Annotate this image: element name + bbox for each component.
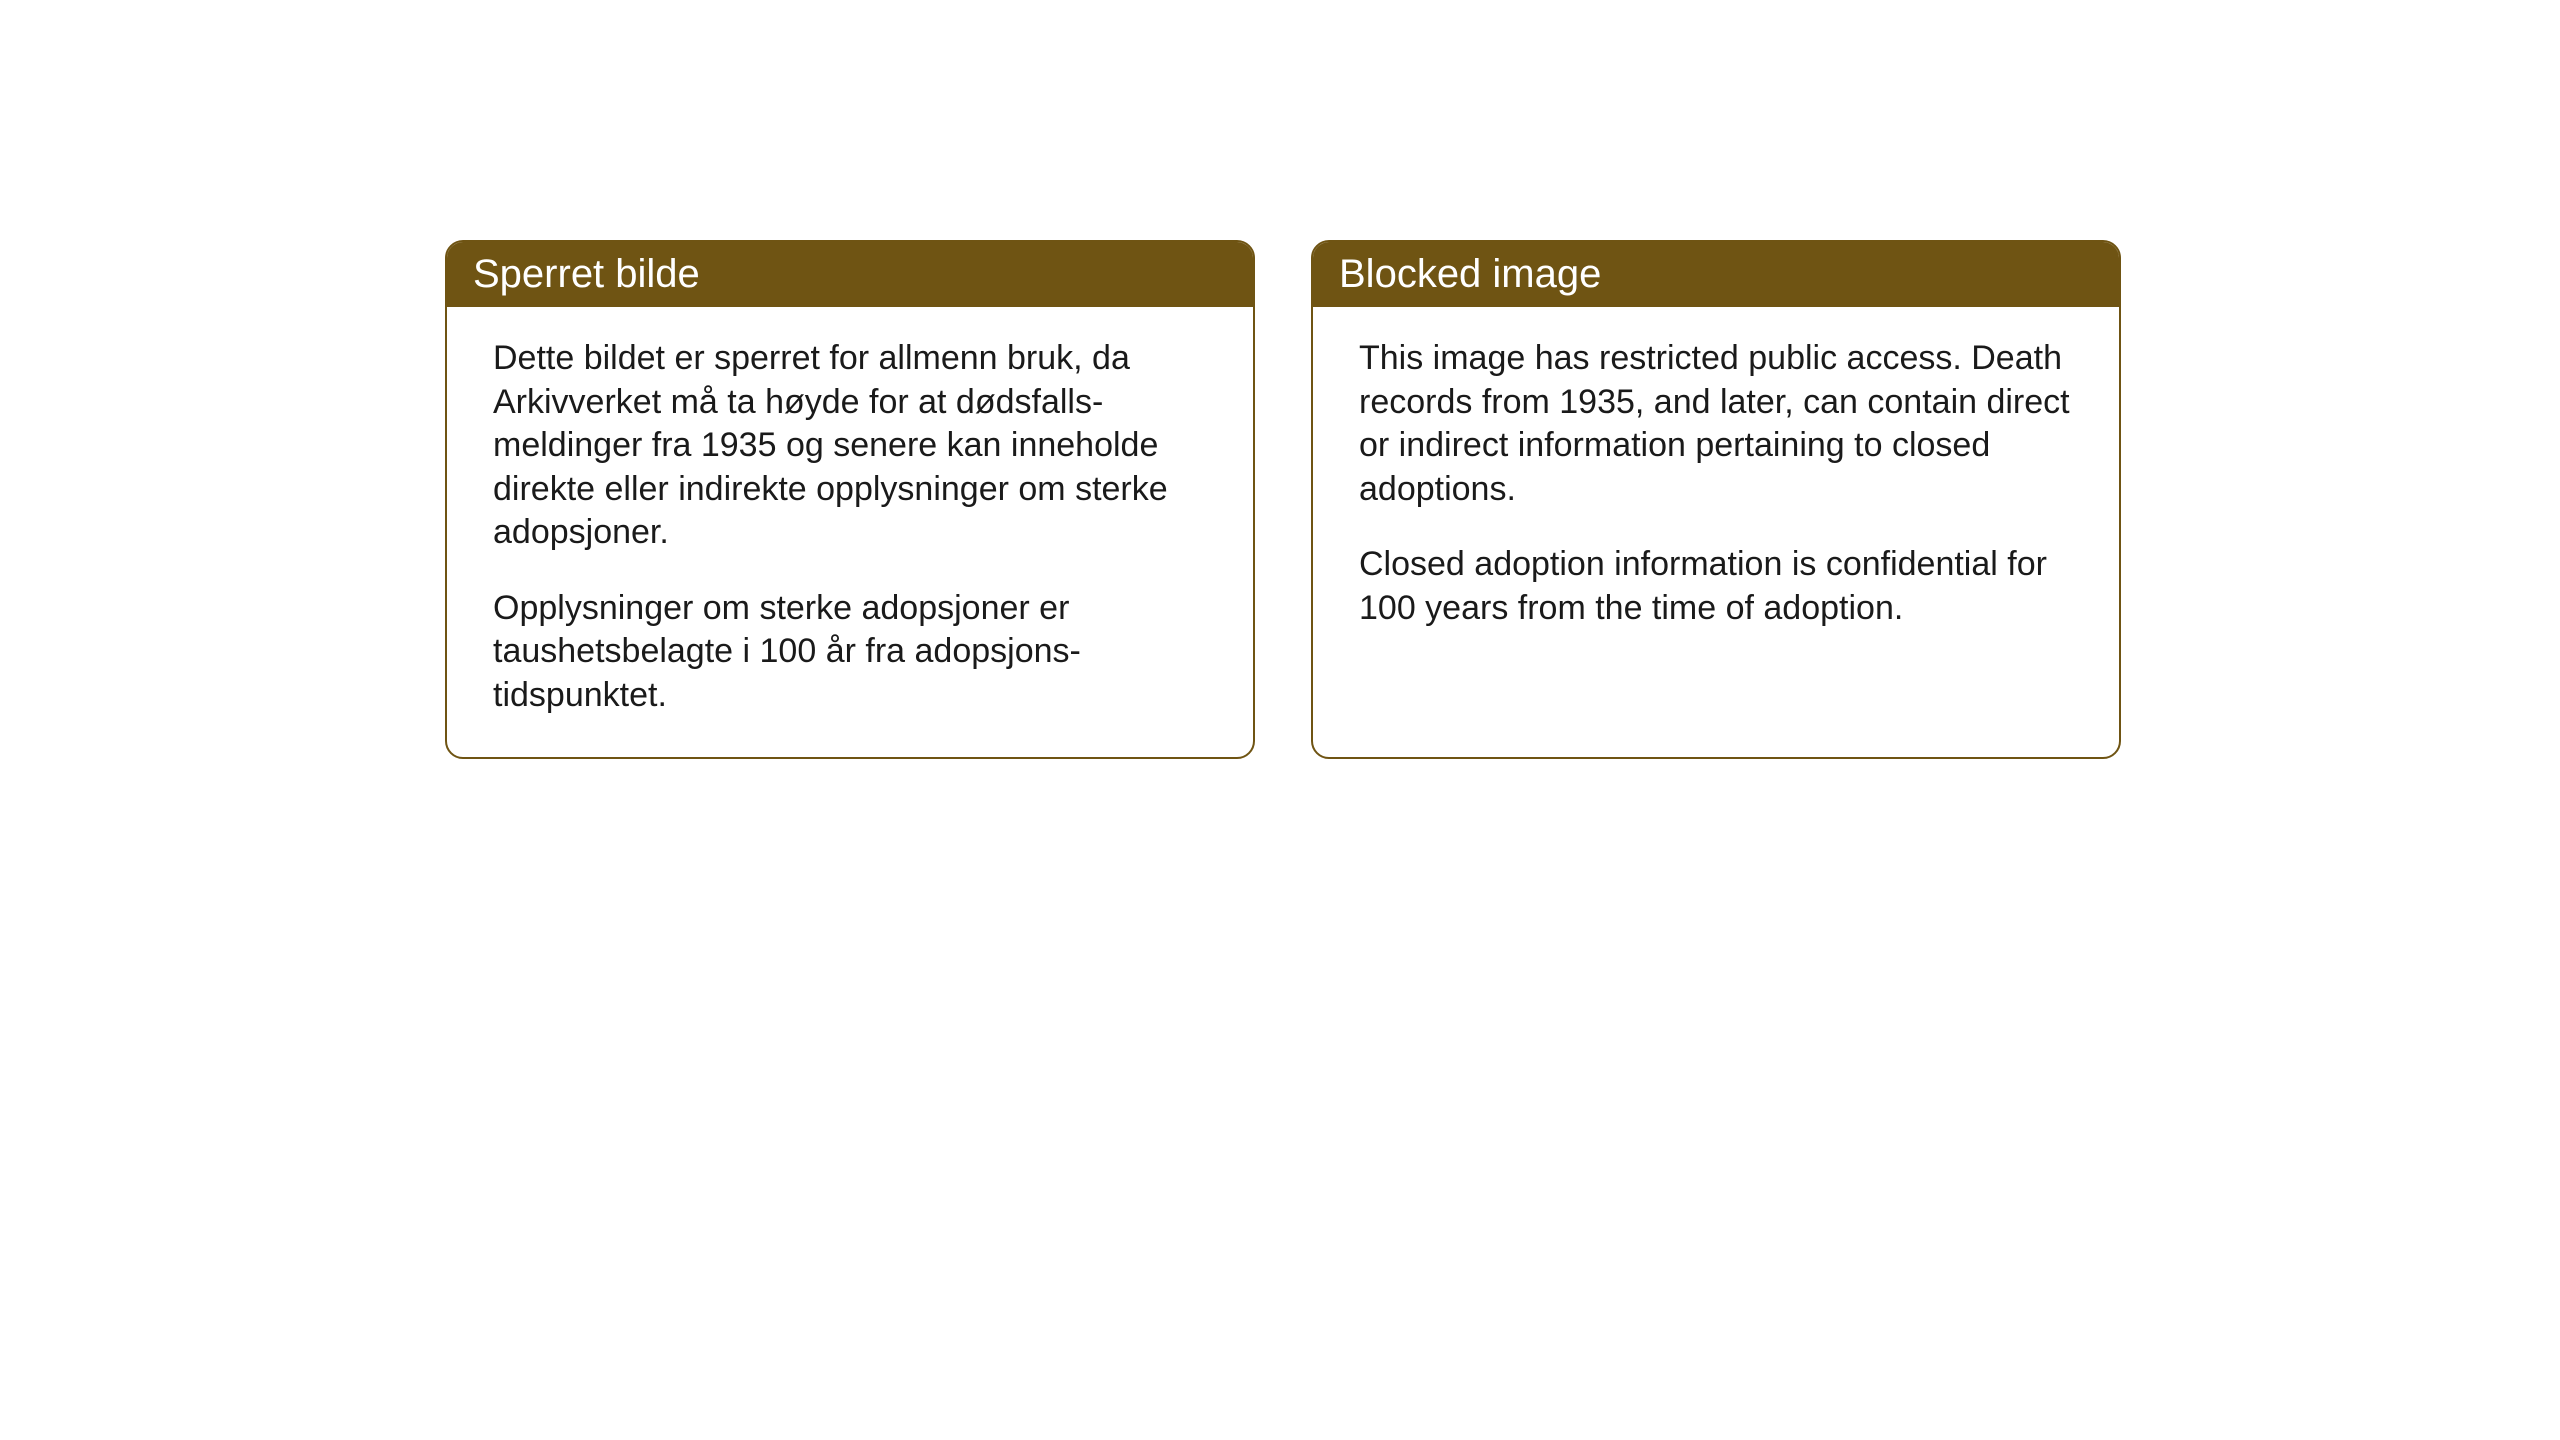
card-paragraph2-english: Closed adoption information is confident… [1359,543,2073,630]
card-norwegian: Sperret bilde Dette bildet er sperret fo… [445,240,1255,759]
card-title-norwegian: Sperret bilde [473,252,700,296]
card-title-english: Blocked image [1339,252,1601,296]
card-paragraph1-english: This image has restricted public access.… [1359,337,2073,511]
card-header-norwegian: Sperret bilde [447,242,1253,307]
card-header-english: Blocked image [1313,242,2119,307]
card-paragraph1-norwegian: Dette bildet er sperret for allmenn bruk… [493,337,1207,555]
card-paragraph2-norwegian: Opplysninger om sterke adopsjoner er tau… [493,587,1207,718]
cards-container: Sperret bilde Dette bildet er sperret fo… [445,240,2121,759]
card-english: Blocked image This image has restricted … [1311,240,2121,759]
card-body-norwegian: Dette bildet er sperret for allmenn bruk… [447,307,1253,757]
card-body-english: This image has restricted public access.… [1313,307,2119,670]
